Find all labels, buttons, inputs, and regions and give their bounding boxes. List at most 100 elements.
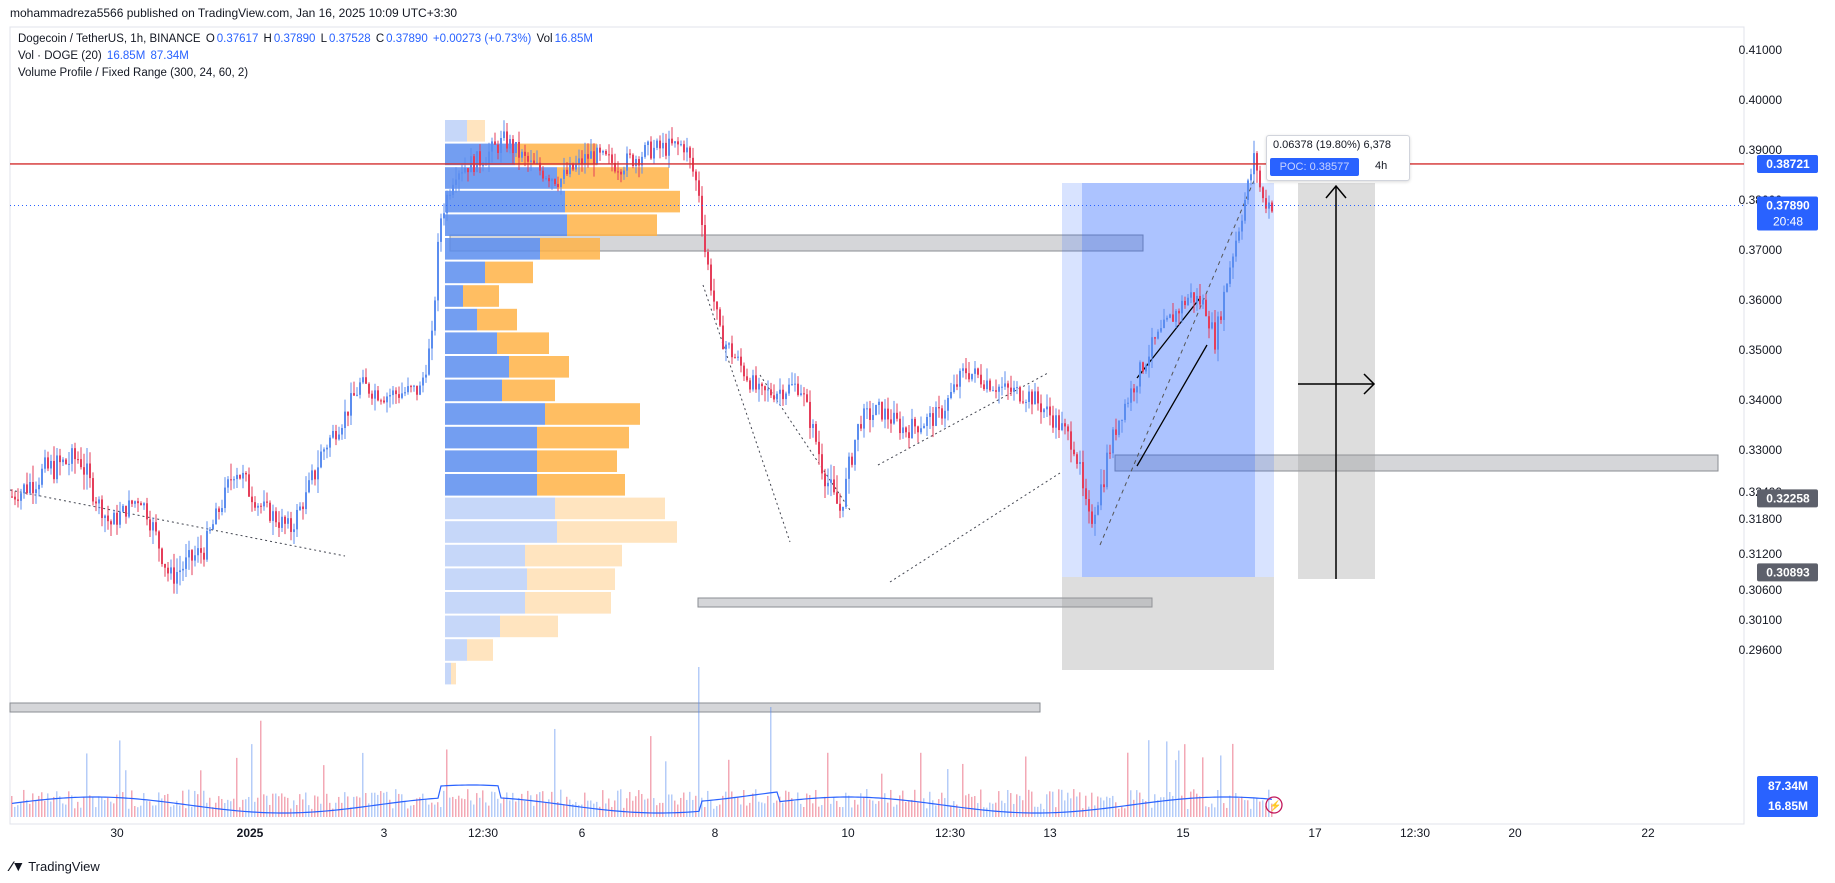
price-tag-line: 0.38721 bbox=[1766, 157, 1810, 171]
candle-body bbox=[734, 357, 736, 359]
candle-body bbox=[632, 154, 634, 167]
candle-body bbox=[905, 427, 907, 433]
volume-bar bbox=[176, 800, 178, 817]
candle-body bbox=[530, 160, 532, 162]
volume-bar bbox=[578, 804, 580, 817]
price-tag-low-bg bbox=[1757, 563, 1818, 582]
volume-bar bbox=[248, 796, 250, 817]
candle-body bbox=[1115, 429, 1117, 435]
price-tag-low: 0.30893 bbox=[1766, 565, 1810, 579]
y-tick-label: 0.35000 bbox=[1739, 343, 1783, 357]
candle-body bbox=[1124, 403, 1126, 420]
candle-body bbox=[494, 141, 496, 145]
legend-volume-profile[interactable]: Volume Profile / Fixed Range (300, 24, 6… bbox=[18, 67, 250, 79]
legend-volume[interactable]: Vol · DOGE (20) 16.85M 87.34M bbox=[18, 50, 191, 62]
candle-body bbox=[53, 460, 55, 480]
volume-bar bbox=[914, 789, 916, 817]
volume-profile-bar-up bbox=[445, 497, 555, 520]
volume-bar bbox=[560, 789, 562, 817]
candle-body bbox=[815, 424, 817, 442]
volume-bar bbox=[1166, 741, 1168, 817]
volume-profile-bar-up bbox=[445, 261, 485, 284]
candle-body bbox=[407, 386, 409, 393]
volume-bar bbox=[563, 804, 565, 817]
candle-body bbox=[83, 467, 85, 475]
volume-bar bbox=[1004, 803, 1006, 817]
y-tick-label: 0.36000 bbox=[1739, 293, 1783, 307]
volume-bar bbox=[1220, 755, 1222, 817]
candle-body bbox=[251, 496, 253, 503]
volume-bar bbox=[632, 800, 634, 817]
volume-bar bbox=[716, 806, 718, 817]
volume-bar bbox=[311, 808, 313, 817]
volume-indicator-value: 16.85M bbox=[106, 50, 146, 62]
volume-bar bbox=[737, 797, 739, 817]
candle-body bbox=[1226, 283, 1228, 292]
candle-body bbox=[1007, 383, 1009, 388]
volume-bar bbox=[356, 796, 358, 817]
volume-bar bbox=[461, 798, 463, 817]
candle-body bbox=[290, 518, 292, 532]
volume-bar bbox=[908, 801, 910, 817]
alert-icon-glyph: ⚡ bbox=[1269, 799, 1281, 812]
candle-body bbox=[1121, 419, 1123, 421]
volume-bar bbox=[305, 792, 307, 817]
volume-bar bbox=[989, 802, 991, 817]
volume-bar bbox=[740, 804, 742, 817]
volume-bar bbox=[1100, 797, 1102, 817]
candle-body bbox=[1031, 391, 1033, 405]
candle-body bbox=[377, 390, 379, 401]
candle-body bbox=[506, 131, 508, 149]
volume-bar bbox=[944, 798, 946, 817]
tradingview-logo[interactable]: ⁄▼ TradingView bbox=[10, 858, 100, 874]
volume-bar bbox=[617, 790, 619, 817]
volume-bar bbox=[752, 793, 754, 817]
volume-bar bbox=[593, 803, 595, 817]
candle-body bbox=[968, 373, 970, 380]
candle-body bbox=[950, 391, 952, 399]
volume-bar bbox=[587, 800, 589, 817]
volume-bar bbox=[1106, 796, 1108, 817]
volume-bar bbox=[314, 795, 316, 817]
volume-bar bbox=[1052, 791, 1054, 817]
candle-body bbox=[1265, 198, 1267, 209]
candle-body bbox=[800, 393, 802, 395]
volume-bar bbox=[485, 802, 487, 817]
volume-bar bbox=[1061, 789, 1063, 817]
candle-body bbox=[101, 499, 103, 518]
volume-bar bbox=[515, 801, 517, 817]
volume-bar bbox=[818, 806, 820, 817]
volume-bar bbox=[269, 804, 271, 817]
candle-body bbox=[1061, 423, 1063, 431]
y-tick-label: 0.31800 bbox=[1739, 512, 1783, 526]
volume-bar bbox=[749, 802, 751, 817]
candle-body bbox=[365, 377, 367, 384]
candle-body bbox=[158, 531, 160, 549]
volume-bar bbox=[536, 794, 538, 817]
volume-bar bbox=[1136, 790, 1138, 817]
candle-body bbox=[1247, 180, 1249, 200]
candle-body bbox=[1202, 299, 1204, 305]
candle-body bbox=[17, 499, 19, 501]
candle-body bbox=[527, 155, 529, 162]
candle-body bbox=[323, 449, 325, 452]
candle-body bbox=[962, 368, 964, 371]
volume-profile-bar-down bbox=[537, 450, 617, 472]
candle-body bbox=[1034, 391, 1036, 405]
candle-body bbox=[569, 163, 571, 175]
candle-body bbox=[1241, 220, 1243, 232]
volume-bar bbox=[236, 757, 238, 817]
candle-body bbox=[155, 522, 157, 532]
candle-body bbox=[122, 505, 124, 512]
volume-bar bbox=[86, 753, 88, 817]
volume-bar bbox=[353, 796, 355, 817]
volume-bar bbox=[287, 797, 289, 817]
candle-body bbox=[728, 343, 730, 345]
volume-profile-bar-up bbox=[445, 592, 525, 614]
legend-symbol[interactable]: Dogecoin / TetherUS, 1h, BINANCE bbox=[18, 33, 201, 45]
candle-body bbox=[401, 393, 403, 398]
candle-body bbox=[884, 408, 886, 420]
candle-body bbox=[1088, 499, 1090, 512]
volume-bar bbox=[800, 803, 802, 817]
